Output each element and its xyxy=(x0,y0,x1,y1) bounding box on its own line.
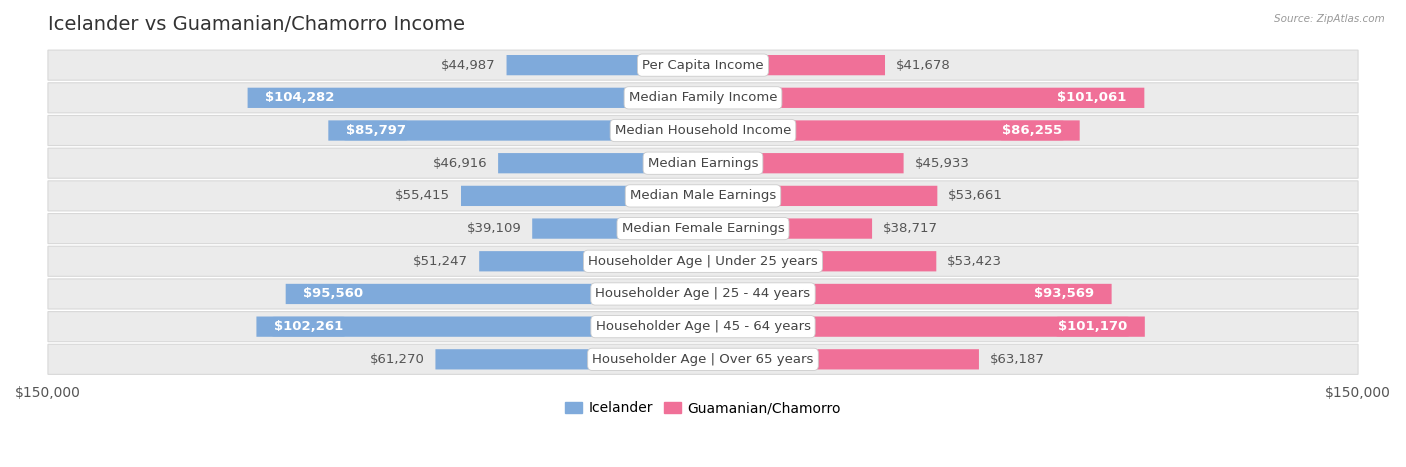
FancyBboxPatch shape xyxy=(436,349,703,369)
FancyBboxPatch shape xyxy=(703,153,904,173)
Text: Median Family Income: Median Family Income xyxy=(628,92,778,104)
FancyBboxPatch shape xyxy=(703,219,872,239)
FancyBboxPatch shape xyxy=(48,279,1358,309)
Text: $53,661: $53,661 xyxy=(948,190,1002,202)
FancyBboxPatch shape xyxy=(479,251,703,271)
FancyBboxPatch shape xyxy=(48,50,1358,80)
Text: $101,061: $101,061 xyxy=(1057,92,1126,104)
FancyBboxPatch shape xyxy=(703,317,1144,337)
FancyBboxPatch shape xyxy=(48,83,1358,113)
Text: $85,797: $85,797 xyxy=(346,124,406,137)
FancyBboxPatch shape xyxy=(703,88,1144,108)
Text: Householder Age | 45 - 64 years: Householder Age | 45 - 64 years xyxy=(596,320,810,333)
FancyBboxPatch shape xyxy=(533,219,703,239)
Text: Householder Age | Under 25 years: Householder Age | Under 25 years xyxy=(588,255,818,268)
Text: $101,170: $101,170 xyxy=(1059,320,1128,333)
FancyBboxPatch shape xyxy=(703,251,936,271)
Text: Per Capita Income: Per Capita Income xyxy=(643,59,763,71)
FancyBboxPatch shape xyxy=(48,148,1358,178)
Text: $39,109: $39,109 xyxy=(467,222,522,235)
Text: Source: ZipAtlas.com: Source: ZipAtlas.com xyxy=(1274,14,1385,24)
Text: $55,415: $55,415 xyxy=(395,190,450,202)
FancyBboxPatch shape xyxy=(48,213,1358,244)
FancyBboxPatch shape xyxy=(256,317,703,337)
Text: $61,270: $61,270 xyxy=(370,353,425,366)
FancyBboxPatch shape xyxy=(48,181,1358,211)
Text: $63,187: $63,187 xyxy=(990,353,1045,366)
FancyBboxPatch shape xyxy=(48,246,1358,276)
Text: $51,247: $51,247 xyxy=(413,255,468,268)
FancyBboxPatch shape xyxy=(703,186,938,206)
Text: $86,255: $86,255 xyxy=(1002,124,1062,137)
FancyBboxPatch shape xyxy=(461,186,703,206)
FancyBboxPatch shape xyxy=(247,88,703,108)
Text: $46,916: $46,916 xyxy=(433,157,488,170)
Text: Median Female Earnings: Median Female Earnings xyxy=(621,222,785,235)
Text: $53,423: $53,423 xyxy=(948,255,1002,268)
FancyBboxPatch shape xyxy=(329,120,703,141)
FancyBboxPatch shape xyxy=(285,284,703,304)
FancyBboxPatch shape xyxy=(48,311,1358,342)
Text: $38,717: $38,717 xyxy=(883,222,938,235)
FancyBboxPatch shape xyxy=(498,153,703,173)
Text: Householder Age | Over 65 years: Householder Age | Over 65 years xyxy=(592,353,814,366)
Text: Icelander vs Guamanian/Chamorro Income: Icelander vs Guamanian/Chamorro Income xyxy=(48,15,465,34)
Text: Householder Age | 25 - 44 years: Householder Age | 25 - 44 years xyxy=(595,288,811,300)
Text: $93,569: $93,569 xyxy=(1033,288,1094,300)
Text: $95,560: $95,560 xyxy=(304,288,363,300)
FancyBboxPatch shape xyxy=(48,344,1358,375)
Text: $45,933: $45,933 xyxy=(914,157,969,170)
FancyBboxPatch shape xyxy=(703,349,979,369)
FancyBboxPatch shape xyxy=(703,120,1080,141)
Text: Median Household Income: Median Household Income xyxy=(614,124,792,137)
FancyBboxPatch shape xyxy=(703,55,884,75)
Text: $44,987: $44,987 xyxy=(441,59,496,71)
Text: $102,261: $102,261 xyxy=(274,320,343,333)
Text: $41,678: $41,678 xyxy=(896,59,950,71)
FancyBboxPatch shape xyxy=(48,115,1358,146)
Text: Median Earnings: Median Earnings xyxy=(648,157,758,170)
FancyBboxPatch shape xyxy=(506,55,703,75)
FancyBboxPatch shape xyxy=(703,284,1112,304)
Text: Median Male Earnings: Median Male Earnings xyxy=(630,190,776,202)
Legend: Icelander, Guamanian/Chamorro: Icelander, Guamanian/Chamorro xyxy=(560,396,846,421)
Text: $104,282: $104,282 xyxy=(266,92,335,104)
